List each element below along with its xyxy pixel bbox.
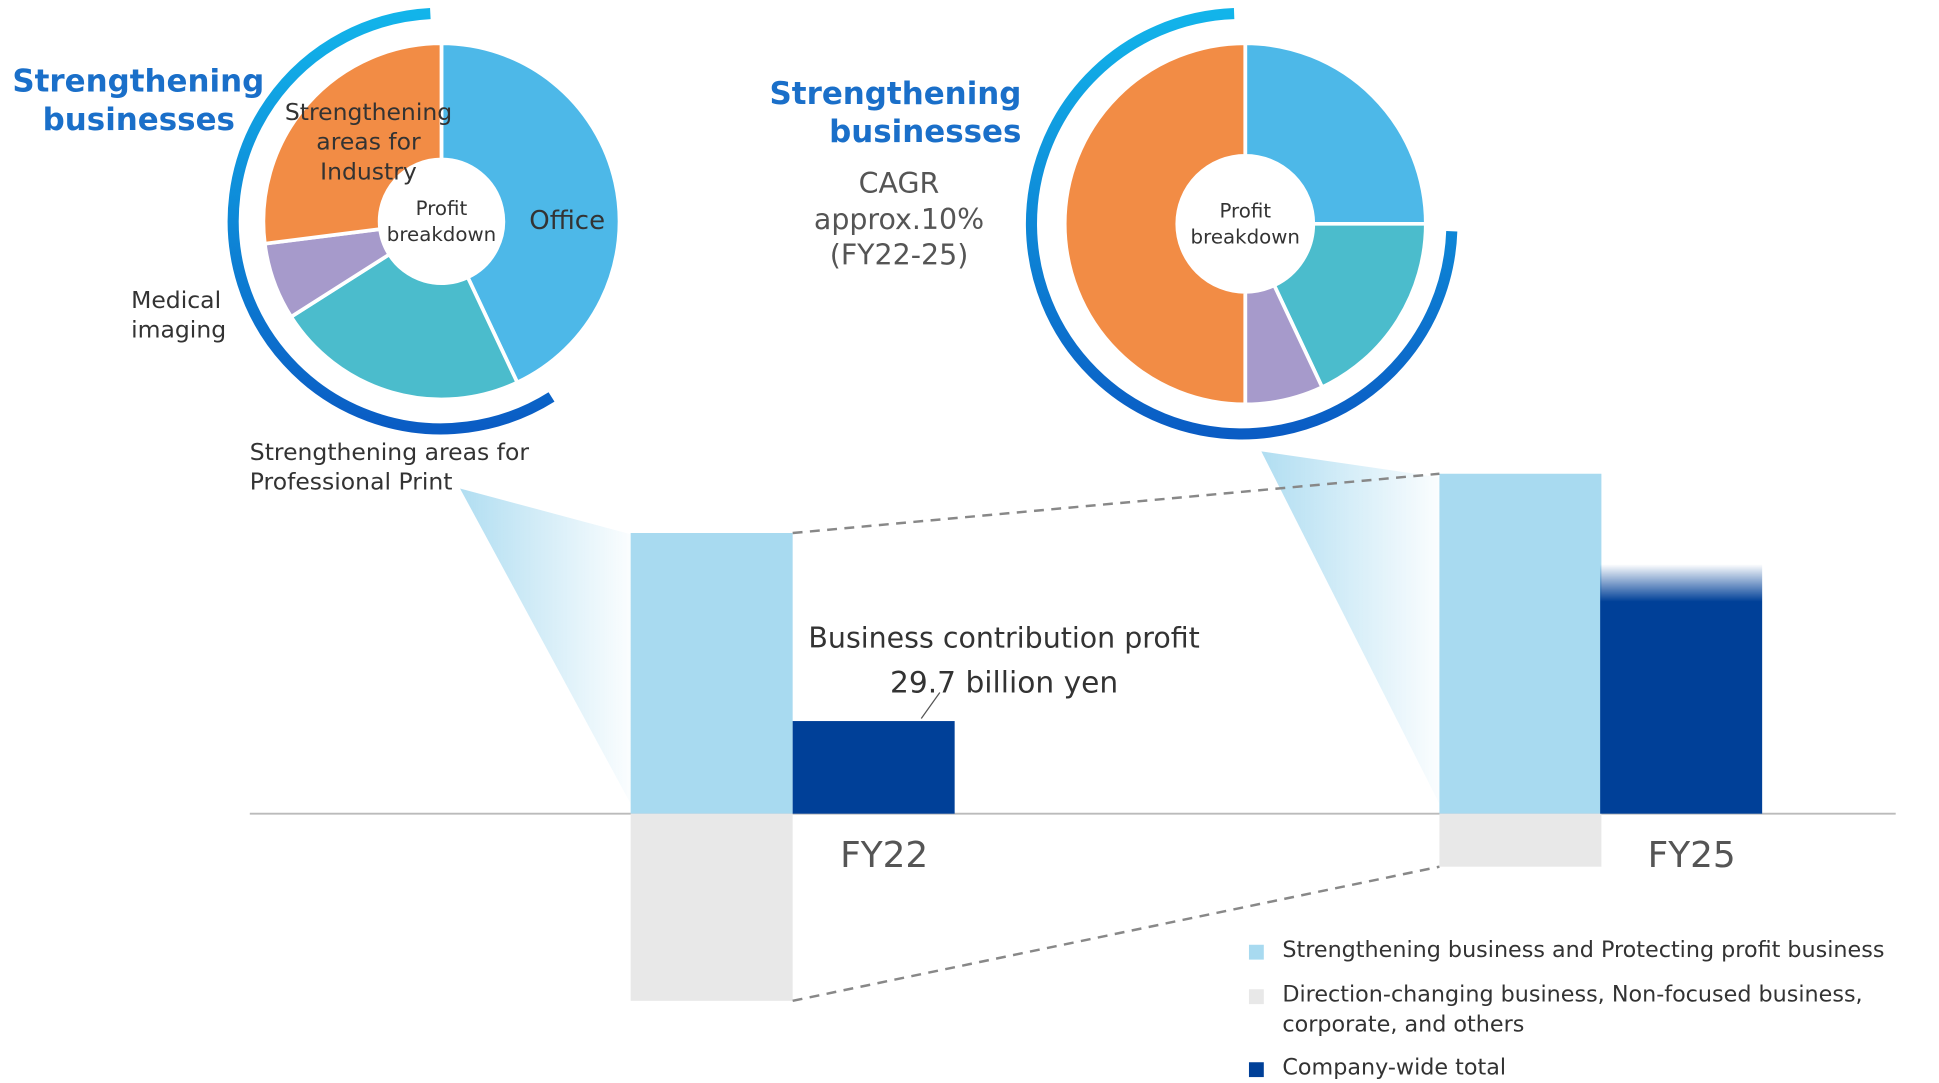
leader-line xyxy=(920,692,941,719)
legend-swatch xyxy=(1248,1062,1264,1078)
donut-slice xyxy=(1062,41,1248,407)
cagr-line: CAGR xyxy=(858,168,940,201)
category-label: FY22 xyxy=(840,835,928,876)
slice-label: Medical imaging xyxy=(131,286,227,344)
donut-slice xyxy=(288,251,520,402)
donut-slice xyxy=(439,41,622,385)
cagr-note: CAGR approx.10% (FY22-25) xyxy=(775,167,1022,275)
ring-arc xyxy=(1025,8,1458,440)
bar xyxy=(1600,564,1763,814)
chart-title: Strengthening businesses xyxy=(769,75,1022,150)
connector xyxy=(792,865,1440,1003)
bar xyxy=(792,721,955,814)
slice-label: Strengthening areas for Industry xyxy=(284,98,453,186)
legend-text: Direction-changing business, Non-focused… xyxy=(1282,981,1863,1038)
connector xyxy=(792,472,1440,535)
bar xyxy=(1439,813,1602,867)
legend-text: Strengthening business and Protecting pr… xyxy=(1282,937,1885,964)
zoom-wedge xyxy=(1261,451,1440,804)
bar xyxy=(1439,473,1602,814)
annotation: Business contribution profit xyxy=(808,621,1199,654)
cagr-line: approx.10% xyxy=(813,204,985,237)
slice-label: Office xyxy=(529,205,606,235)
value-label: 29.7 billion yen xyxy=(890,664,1118,699)
category-label: FY25 xyxy=(1648,835,1736,876)
center-label: Profit breakdown xyxy=(1190,199,1300,249)
donut-slice xyxy=(1271,221,1428,390)
ring-arc xyxy=(227,8,555,435)
cagr-line: (FY22-25) xyxy=(829,239,969,273)
slice-label: Strengthening areas for Professional Pri… xyxy=(249,438,529,496)
donut-slice xyxy=(261,41,444,246)
legend-swatch xyxy=(1248,989,1264,1005)
bar xyxy=(630,532,793,814)
legend-text: Company-wide total xyxy=(1282,1054,1507,1081)
bar xyxy=(630,813,793,1001)
chart-title: Strengthening businesses xyxy=(12,63,265,138)
zoom-wedge xyxy=(460,488,631,804)
legend-swatch xyxy=(1248,944,1264,960)
center-label: Profit breakdown xyxy=(386,196,497,247)
donut-slice xyxy=(1243,41,1428,226)
